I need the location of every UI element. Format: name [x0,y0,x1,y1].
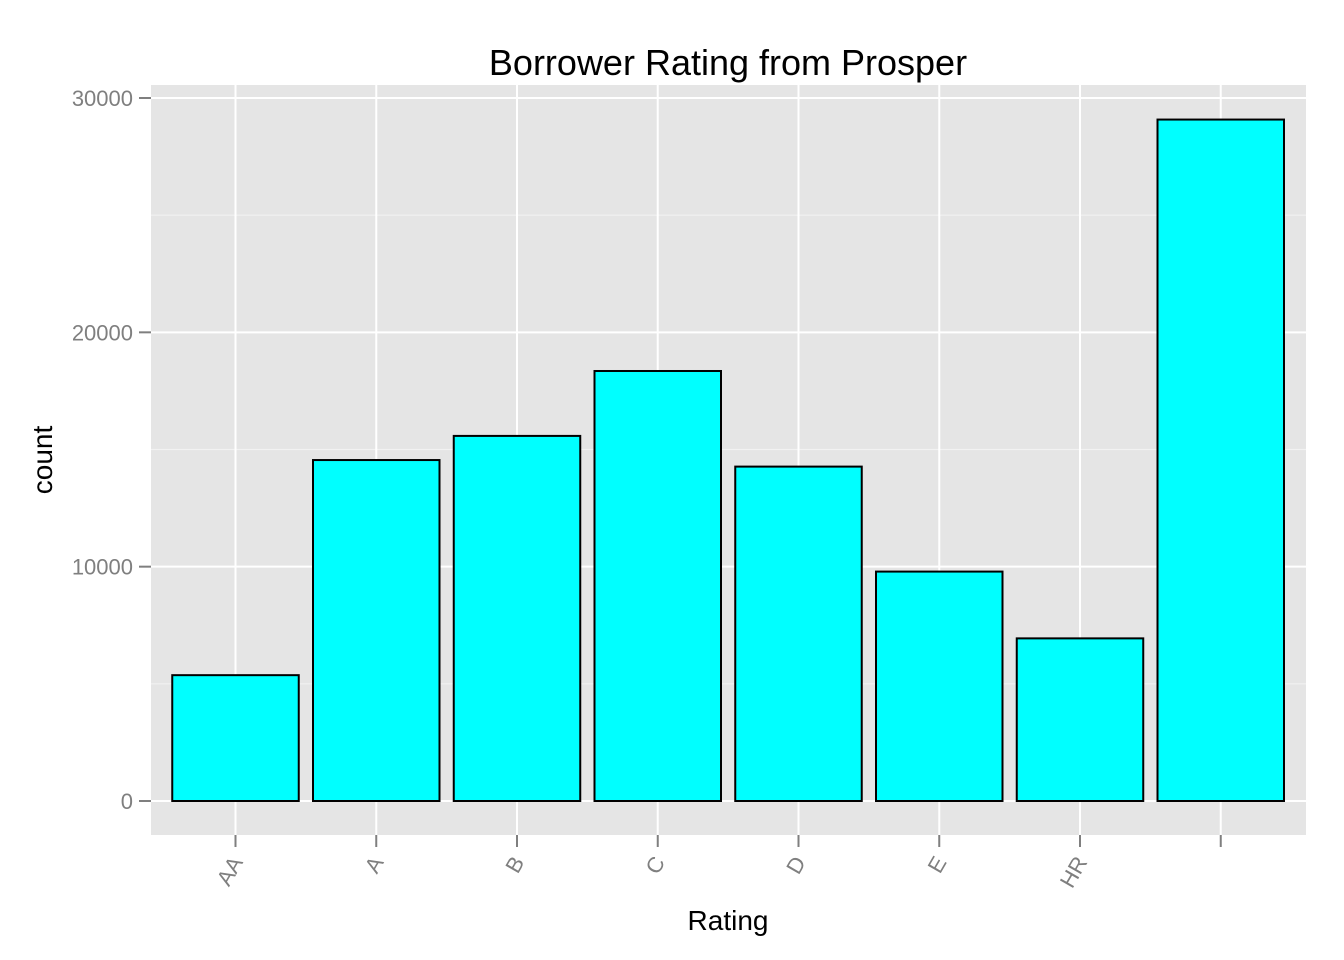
bar-E [875,570,1004,802]
bars [171,118,1285,803]
bar-D [734,465,863,802]
x-axis: AA A B C D E HR [211,835,1222,892]
bar-A [312,459,441,802]
bar-C [593,369,722,802]
y-axis: 0 10000 20000 30000 [72,86,151,814]
chart-title: Borrower Rating from Prosper [489,42,967,83]
y-tick-label: 30000 [72,86,133,111]
y-tick-label: 0 [121,789,133,814]
x-tick-label: A [360,852,389,877]
bar-blank [1156,118,1285,803]
bar-HR [1015,637,1145,803]
y-axis-title: count [27,426,58,495]
x-tick-label: B [500,852,529,877]
x-tick-label: AA [211,852,247,890]
x-axis-title: Rating [688,905,769,936]
y-tick-label: 10000 [72,555,133,580]
bar-AA [171,674,300,803]
x-tick-label: D [781,852,811,878]
x-tick-label: E [923,852,952,877]
x-tick-label: C [640,852,670,878]
y-tick-label: 20000 [72,320,133,345]
x-tick-label: HR [1055,852,1093,892]
bar-B [452,434,582,802]
